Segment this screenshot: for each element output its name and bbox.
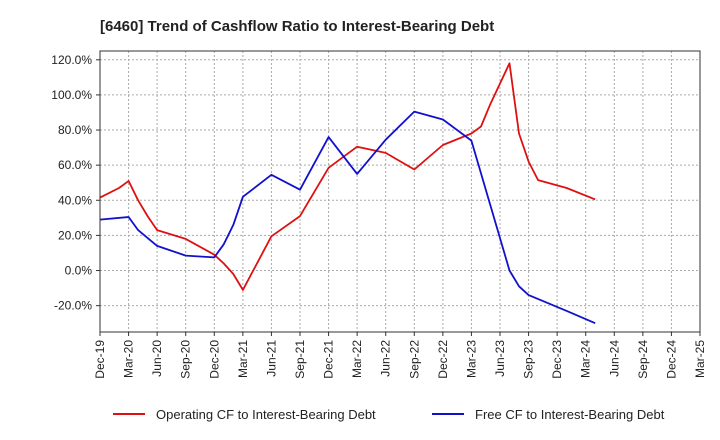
x-tick-label: Dec-20 <box>207 340 221 379</box>
y-tick-label: 40.0% <box>58 193 92 207</box>
plot-frame <box>99 50 701 333</box>
x-tick-label: Dec-19 <box>93 340 107 379</box>
x-tick-label: Sep-24 <box>636 340 650 379</box>
x-tick-label: Sep-22 <box>407 340 421 379</box>
chart-title: [6460] Trend of Cashflow Ratio to Intere… <box>100 18 494 35</box>
y-tick-label: 80.0% <box>58 123 92 137</box>
x-tick-label: Jun-24 <box>607 340 621 377</box>
y-axis: -20.0% 0.0% 20.0% 40.0% 60.0% 80.0% 100.0% 120.… <box>51 53 100 313</box>
legend-label: Free CF to Interest-Bearing Debt <box>475 407 665 422</box>
operating-cf-line <box>99 62 596 291</box>
grid <box>100 51 700 332</box>
x-tick-label: Mar-21 <box>236 340 250 378</box>
x-tick-label: Jun-23 <box>493 340 507 377</box>
x-tick-label: Mar-23 <box>464 340 478 378</box>
x-tick-label: Mar-20 <box>122 340 136 378</box>
y-tick-label: 120.0% <box>51 53 92 67</box>
legend-label: Operating CF to Interest-Bearing Debt <box>156 407 376 422</box>
y-tick-label: -20.0% <box>54 299 92 313</box>
free-cf-line <box>99 110 596 325</box>
x-axis: Dec-19 Mar-20 Jun-20 Sep-20 Dec-20 Mar-21 Jun-… <box>93 332 707 379</box>
x-tick-label: Dec-22 <box>436 340 450 379</box>
x-tick-label: Mar-24 <box>579 340 593 378</box>
x-tick-label: Dec-24 <box>664 340 678 379</box>
x-tick-label: Sep-21 <box>293 340 307 379</box>
y-tick-label: 0.0% <box>65 264 93 278</box>
y-tick-label: 20.0% <box>58 228 92 242</box>
x-tick-label: Sep-20 <box>179 340 193 379</box>
y-tick-label: 60.0% <box>58 158 92 172</box>
x-tick-label: Sep-23 <box>522 340 536 379</box>
x-tick-label: Jun-22 <box>379 340 393 377</box>
y-tick-label: 100.0% <box>51 88 92 102</box>
x-tick-label: Mar-25 <box>693 340 707 378</box>
x-tick-label: Dec-23 <box>550 340 564 379</box>
x-tick-label: Jun-21 <box>264 340 278 377</box>
x-tick-label: Mar-22 <box>350 340 364 378</box>
x-tick-label: Dec-21 <box>322 340 336 379</box>
series-lines <box>99 62 596 325</box>
x-tick-label: Jun-20 <box>150 340 164 377</box>
legend: Operating CF to Interest-Bearing Debt Fre… <box>113 407 665 422</box>
